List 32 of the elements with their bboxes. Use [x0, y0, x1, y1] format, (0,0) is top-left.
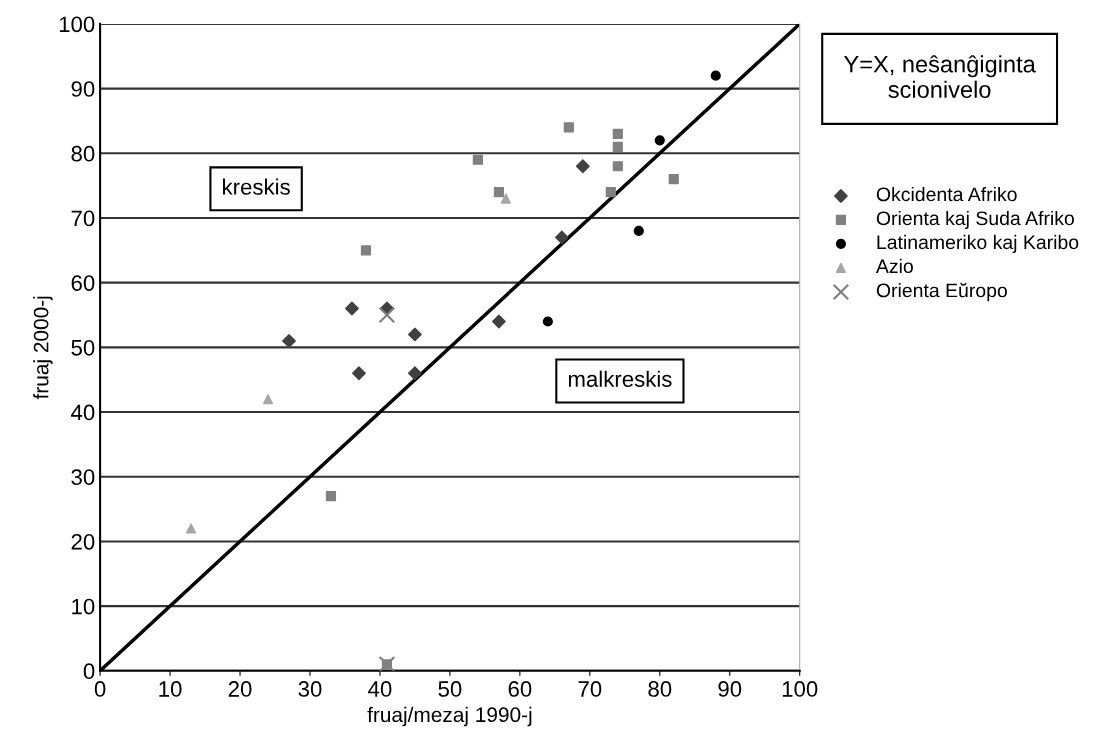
y-tick-label: 30	[71, 469, 95, 486]
x-tick-label: 80	[648, 681, 672, 697]
y-tick-label: 10	[72, 598, 95, 615]
x-tick-label: 10	[159, 681, 182, 697]
x-tick-label: 20	[228, 681, 252, 697]
legend-label: Azio	[875, 258, 913, 274]
y-tick-label: 80	[71, 145, 95, 162]
legend-label: Orienta Eŭropo	[876, 282, 1007, 302]
x-tick-label: 50	[438, 681, 462, 697]
x-tick-label: 40	[368, 681, 392, 697]
y-tick-label: 90	[71, 81, 95, 97]
y-tick-label: 40	[71, 404, 95, 421]
x-tick-label: 30	[298, 681, 322, 697]
y-tick-label: 70	[71, 210, 95, 227]
y-tick-label: 50	[71, 339, 95, 356]
legend-label: Orienta kaj Suda Afriko	[876, 210, 1074, 230]
y-axis-title: fruaj 2000-j	[33, 296, 53, 400]
text: Y=X, neŝanĝiginta scionivelo	[843, 55, 1036, 98]
y-tick-label: 60	[71, 275, 95, 291]
x-tick-label: 0	[94, 681, 106, 697]
x-tick-label: 60	[508, 681, 532, 697]
legend-label: Okcidenta Afriko	[876, 186, 1017, 202]
y-tick-label: 100	[59, 16, 95, 33]
x-tick-label: 70	[578, 681, 602, 697]
annotation: malkreskis	[568, 370, 672, 387]
x-tick-label: 100	[782, 681, 818, 697]
x-tick-label: 90	[718, 681, 742, 697]
x-axis-title: fruaj/mezaj 1990-j	[367, 706, 532, 727]
y-tick-label: 20	[71, 533, 95, 550]
legend-label: Latinameriko kaj Karibo	[877, 234, 1079, 253]
annotation: kreskis	[223, 178, 290, 195]
y-tick-label: 0	[83, 663, 95, 680]
